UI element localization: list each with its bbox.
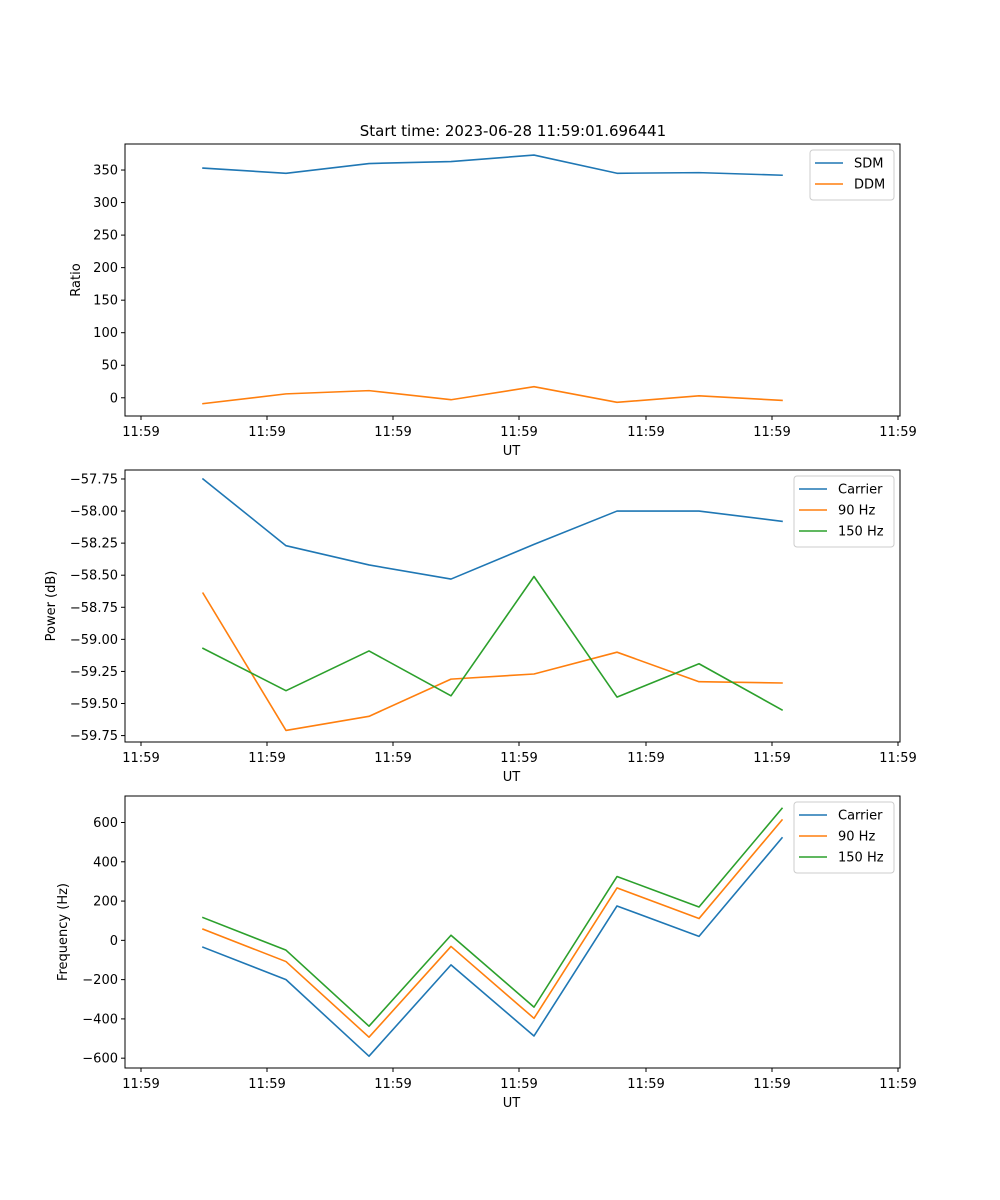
x-tick-label: 11:59 [374, 751, 411, 766]
x-tick-label: 11:59 [122, 751, 159, 766]
x-tick-label: 11:59 [122, 1077, 159, 1092]
y-tick-label: −58.50 [70, 569, 118, 584]
series-line-carrier [201, 477, 783, 580]
x-tick-label: 11:59 [753, 751, 790, 766]
y-tick-label: 200 [93, 895, 118, 910]
x-tick-label: 11:59 [500, 751, 537, 766]
x-axis-label: UT [503, 1096, 521, 1111]
x-tick-label: 11:59 [374, 1077, 411, 1092]
legend-box [793, 475, 895, 548]
y-tick-label: 250 [93, 229, 118, 244]
series-line-ddm [202, 385, 783, 405]
x-tick-label: 11:59 [248, 751, 285, 766]
legend-entry: Carrier [838, 809, 883, 824]
y-tick-label: 200 [93, 261, 118, 276]
legend-entry: 90 Hz [838, 504, 875, 519]
series-line-90-hz [201, 818, 784, 1038]
legend-box [793, 801, 895, 874]
chart-panel-2: −57.75 −58.00 −58.25 −58.50 −58.75 −59.00 −59.… [44, 469, 917, 785]
series-line-150-hz [201, 575, 784, 712]
x-tick-label: 11:59 [248, 1077, 285, 1092]
plot-frame [124, 469, 901, 743]
legend: Carrier 90 Hz 150 Hz [793, 475, 895, 548]
x-tick-label: 11:59 [627, 425, 664, 440]
legend-entry: DDM [854, 178, 885, 193]
y-tick-label: −59.00 [70, 633, 118, 648]
y-tick-label: 0 [110, 391, 118, 406]
legend: SDM DDM [809, 149, 895, 201]
x-tick-label: 11:59 [500, 425, 537, 440]
y-tick-label: 150 [93, 294, 118, 309]
y-axis-label: Ratio [69, 263, 84, 296]
panels: 0 50 100 150 200 250 300 350 11:59 11:59 11:59 11:5… [44, 143, 917, 1111]
plot-frame [124, 795, 901, 1069]
series-line-sdm [202, 154, 783, 177]
x-tick-label: 11:59 [753, 425, 790, 440]
series-line-90-hz [201, 592, 783, 732]
series-line-150-hz [201, 807, 784, 1027]
y-tick-label: −59.50 [70, 697, 118, 712]
legend-entry: Carrier [838, 483, 883, 498]
y-tick-label: 400 [93, 855, 118, 870]
legend-entry: 150 Hz [838, 851, 884, 866]
y-tick-label: −57.75 [70, 472, 118, 487]
legend-entry: 150 Hz [838, 525, 884, 540]
x-tick-label: 11:59 [879, 1077, 916, 1092]
x-tick-label: 11:59 [627, 751, 664, 766]
y-axis-label: Frequency (Hz) [56, 883, 71, 981]
legend: Carrier 90 Hz 150 Hz [793, 801, 895, 874]
y-tick-label: −59.75 [70, 729, 118, 744]
legend-entry: SDM [854, 157, 883, 172]
x-tick-label: 11:59 [248, 425, 285, 440]
y-tick-label: −200 [82, 973, 118, 988]
series-line-carrier [201, 836, 784, 1058]
x-tick-label: 11:59 [879, 425, 916, 440]
y-tick-label: −58.00 [70, 505, 118, 520]
y-tick-label: 0 [110, 934, 118, 949]
y-tick-label: −58.25 [70, 537, 118, 552]
legend-entry: 90 Hz [838, 830, 875, 845]
y-tick-label: −400 [82, 1012, 118, 1027]
y-tick-label: 350 [93, 164, 118, 179]
chart-panel-3: −600 −400 −200 0 200 400 600 11:59 11:59 11:59 11:… [56, 795, 917, 1111]
y-tick-label: 50 [101, 359, 118, 374]
chart-title: Start time: 2023-06-28 11:59:01.696441 [360, 122, 666, 140]
plot-frame [124, 143, 901, 417]
y-tick-label: 100 [93, 326, 118, 341]
x-axis-label: UT [503, 444, 521, 459]
x-tick-label: 11:59 [879, 751, 916, 766]
x-tick-label: 11:59 [627, 1077, 664, 1092]
x-tick-label: 11:59 [753, 1077, 790, 1092]
y-axis-label: Power (dB) [44, 571, 59, 642]
y-tick-label: 300 [93, 196, 118, 211]
y-tick-label: −59.25 [70, 665, 118, 680]
x-tick-label: 11:59 [122, 425, 159, 440]
x-axis-label: UT [503, 770, 521, 785]
y-tick-label: −600 [82, 1052, 118, 1067]
x-tick-label: 11:59 [500, 1077, 537, 1092]
y-tick-label: 600 [93, 816, 118, 831]
x-tick-label: 11:59 [374, 425, 411, 440]
chart-panel-1: 0 50 100 150 200 250 300 350 11:59 11:59 11:59 11:5… [69, 143, 917, 459]
y-tick-label: −58.75 [70, 601, 118, 616]
